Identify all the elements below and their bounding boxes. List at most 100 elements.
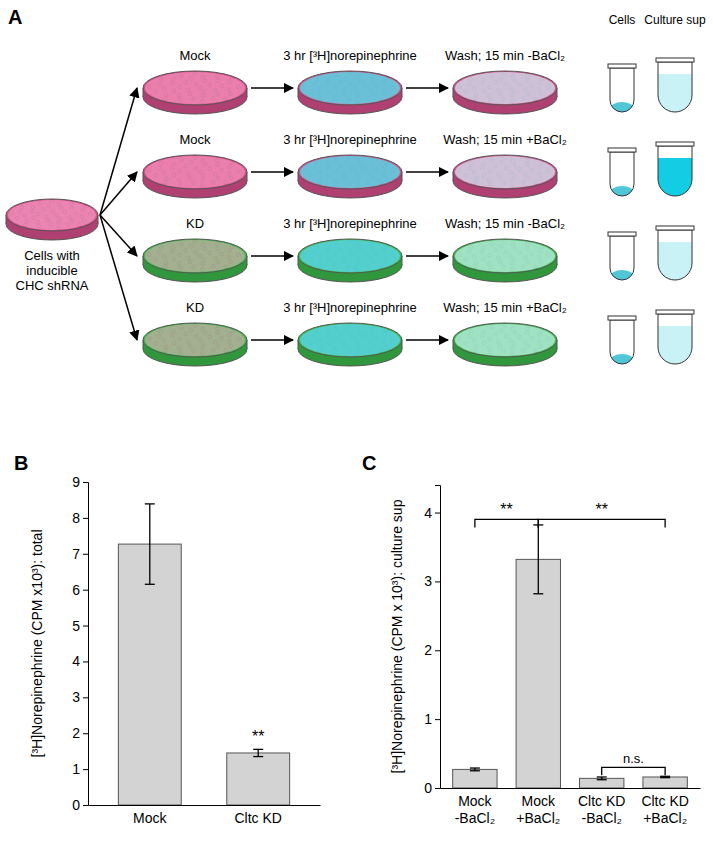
error-cap: [470, 767, 480, 768]
tube-outline: [658, 230, 692, 280]
error-bar: [533, 525, 543, 594]
error-cap: [253, 756, 263, 757]
tube-rim: [656, 58, 694, 62]
y-tick: 7: [72, 546, 88, 562]
tube-liquid: [658, 326, 692, 364]
loading-label: 3 hr [³H]norepinephrine: [283, 132, 417, 147]
error-cap: [533, 593, 543, 594]
dish-cells: [298, 239, 402, 273]
error-bar: [145, 504, 155, 584]
dish-cells: [298, 71, 402, 105]
y-tick-mark: [83, 554, 88, 555]
bar: [580, 778, 624, 788]
x-axis-line: [89, 805, 321, 806]
x-tick-label-line: -BaCl₂: [455, 810, 495, 826]
bar: [643, 777, 687, 788]
tube-label: Cells: [609, 13, 636, 27]
error-cap: [597, 779, 607, 780]
dish-cells: [453, 323, 557, 357]
dish-medium: [300, 240, 400, 272]
x-tick-label-line: -BaCl₂: [581, 810, 621, 826]
dish: [298, 155, 402, 198]
dish: [6, 199, 98, 240]
dish: [298, 71, 402, 114]
x-tick-label: Cltc KD-BaCl₂: [578, 793, 625, 826]
dish-medium: [145, 156, 245, 188]
arrow: [100, 172, 137, 215]
arrow: [100, 215, 137, 340]
tube-liquid: [658, 74, 692, 112]
x-tick: Cltc KD-BaCl₂: [578, 788, 625, 826]
bar: [516, 559, 560, 788]
y-tick-label: 2: [72, 725, 80, 741]
x-tick-label-line: Cltc KD: [578, 793, 625, 809]
y-tick: 9: [72, 474, 88, 490]
treatment-label: KD: [186, 300, 204, 315]
wash-label: Wash; 15 min +BaCl₂: [443, 300, 566, 315]
tube-outline: [610, 236, 634, 280]
tube-label: Culture sup: [644, 13, 706, 27]
loading-label: 3 hr [³H]norepinephrine: [283, 216, 417, 231]
dish-cells: [453, 155, 557, 189]
y-tick: 8: [72, 510, 88, 526]
y-tick-mark: [83, 518, 88, 519]
error-bar: [660, 776, 670, 777]
dish-cells: [298, 155, 402, 189]
significance-label: **: [500, 501, 512, 518]
dish-medium: [455, 72, 555, 104]
x-tick: Mock: [133, 805, 167, 826]
dish: [453, 239, 557, 282]
x-tick-label-line: Mock: [458, 793, 492, 809]
arrow: [251, 87, 293, 89]
x-tick-label-line: +BaCl₂: [516, 810, 560, 826]
wash-label: Wash; 15 min +BaCl₂: [443, 132, 566, 147]
x-tick-label-line: Cltc KD: [641, 793, 688, 809]
dish-medium: [455, 324, 555, 356]
y-tick-mark: [435, 719, 440, 720]
tube-liquid: [658, 242, 692, 280]
x-tick-label: Mock: [133, 810, 167, 826]
panel-label: C: [362, 452, 376, 474]
loading-label: 3 hr [³H]norepinephrine: [283, 48, 417, 63]
bar: [227, 753, 290, 805]
y-axis-line: [435, 486, 441, 789]
dish: [453, 155, 557, 198]
y-tick-mark: [83, 697, 88, 698]
y-tick-label: 8: [72, 510, 80, 526]
dish: [143, 323, 247, 366]
y-tick-label: 0: [424, 780, 432, 796]
panel-0: B0123456789MockCltc KD[³H]Norepinephrine…: [14, 452, 321, 826]
panel-label: B: [14, 452, 28, 474]
y-tick: 4: [424, 505, 440, 521]
dish: [143, 239, 247, 282]
error-cap: [145, 584, 155, 585]
dish: [453, 71, 557, 114]
x-tick: Mock-BaCl₂: [455, 788, 495, 826]
y-tick-mark: [83, 661, 88, 662]
x-tick-label: Mock-BaCl₂: [455, 793, 495, 826]
significance-bracket: [602, 767, 665, 775]
x-axis: MockCltc KD: [89, 805, 321, 826]
y-tick: 2: [424, 642, 440, 658]
significance-label: **: [595, 501, 607, 518]
y-tick: 1: [72, 761, 88, 777]
source-line: inducible: [26, 263, 77, 278]
tube-outline: [658, 146, 692, 196]
arrow: [251, 339, 293, 341]
tube-rim: [608, 148, 636, 152]
tube: [608, 232, 636, 284]
significance-bracket: [538, 519, 665, 527]
dish-cells: [6, 199, 98, 231]
tube-outline: [658, 62, 692, 112]
y-tick-label: 9: [72, 474, 80, 490]
y-tick-label: 1: [72, 761, 80, 777]
y-tick-label: 1: [424, 711, 432, 727]
tube-liquid: [658, 158, 692, 196]
y-tick-label: 3: [72, 689, 80, 705]
dish-cells: [143, 239, 247, 273]
dish-cells: [143, 323, 247, 357]
source-line: CHC shRNA: [16, 278, 89, 293]
y-tick-label: 6: [72, 582, 80, 598]
error-cap: [660, 777, 670, 778]
y-tick: 0: [424, 780, 440, 796]
